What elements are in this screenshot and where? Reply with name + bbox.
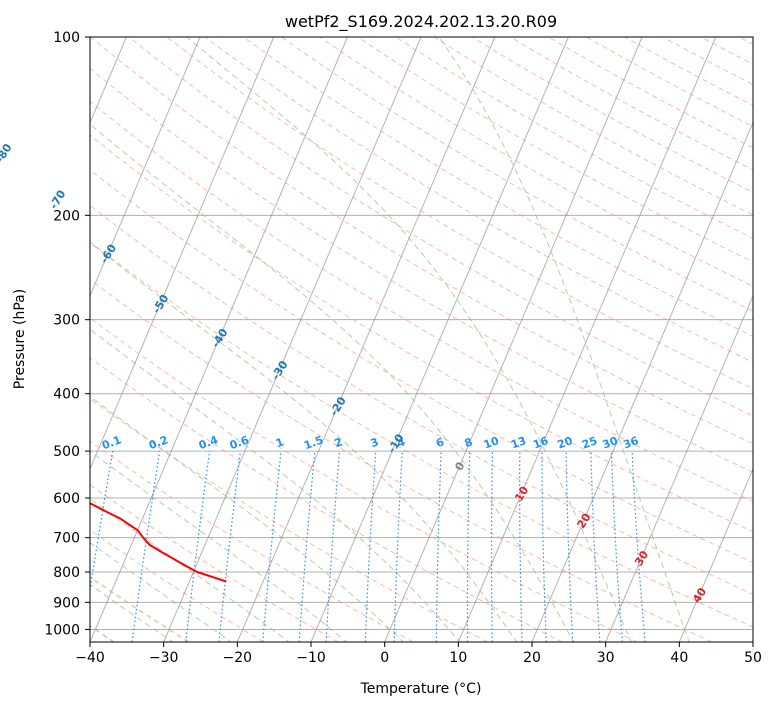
isotherm-line xyxy=(678,467,753,642)
moist-adiabat xyxy=(438,37,690,642)
plot-series xyxy=(90,502,227,583)
mixing-ratio-label: 20 xyxy=(556,434,575,452)
mixing-ratio-line xyxy=(218,451,241,642)
moist-adiabat xyxy=(90,541,233,642)
y-tick-label: 1000 xyxy=(44,622,80,638)
dry-adiabat xyxy=(128,37,753,417)
mixing-ratio-label: 13 xyxy=(509,434,528,451)
isotherm-line xyxy=(605,294,753,642)
y-tick-label: 600 xyxy=(53,491,80,507)
mixing-ratio-line xyxy=(131,451,161,642)
dry-adiabat xyxy=(204,37,753,363)
dry-adiabat xyxy=(166,37,753,390)
dry-adiabat xyxy=(433,37,753,216)
dry-adiabat xyxy=(90,169,753,564)
moist-adiabat xyxy=(90,241,518,642)
moist-adiabat xyxy=(90,583,174,642)
dry-adiabat xyxy=(90,440,414,642)
y-tick-label: 100 xyxy=(53,30,80,46)
dry-adiabat xyxy=(90,67,753,473)
dry-adiabat xyxy=(548,37,753,149)
dry-adiabat xyxy=(90,484,339,642)
dry-adiabat xyxy=(90,241,753,628)
isotherm-line xyxy=(90,37,348,642)
y-tick-label: 500 xyxy=(53,444,80,460)
plot-frame xyxy=(89,36,754,643)
plot-grid xyxy=(90,37,753,642)
axes: −40 −30 −20 −10 0 10 20 30 40 5010020030040050060… xyxy=(44,30,762,666)
x-tick-label: 40 xyxy=(670,650,688,666)
mixing-ratio-label: 1.5 xyxy=(302,433,325,452)
x-tick-label: 0 xyxy=(380,650,389,666)
mixing-ratio-line xyxy=(262,451,282,642)
x-tick-label: 50 xyxy=(744,650,762,666)
mixing-ratio-line xyxy=(185,451,211,642)
isotherm-line xyxy=(163,37,422,642)
y-tick-label: 800 xyxy=(53,565,80,581)
y-axis-label: Pressure (hPa) xyxy=(12,289,28,389)
mixing-ratio-label: 3 xyxy=(369,435,381,450)
isotherm-line xyxy=(457,37,717,642)
dry-adiabat xyxy=(395,37,753,239)
x-tick-label: −40 xyxy=(75,650,105,666)
dry-adiabat xyxy=(90,134,753,533)
x-tick-label: 20 xyxy=(523,650,541,666)
y-tick-label: 300 xyxy=(53,313,80,329)
isotherm-line xyxy=(236,37,496,642)
mixing-ratio-line xyxy=(298,451,316,642)
mixing-ratio-line xyxy=(631,451,646,642)
mixing-ratio-label: 30 xyxy=(601,434,620,452)
moist-adiabat xyxy=(90,498,290,642)
mixing-ratio-label: 36 xyxy=(622,434,641,452)
y-tick-label: 400 xyxy=(53,387,80,403)
moist-adiabat xyxy=(90,450,348,642)
isotherm-line xyxy=(531,121,753,642)
mixing-ratio-line xyxy=(90,450,114,594)
y-tick-label: 200 xyxy=(53,208,80,224)
dry-adiabat xyxy=(243,37,753,337)
isotherm-line xyxy=(90,37,201,298)
mixing-ratio-label: 25 xyxy=(580,434,599,451)
dry-adiabat xyxy=(281,37,753,312)
mixing-ratio-label: 0.6 xyxy=(228,433,251,452)
dry-adiabat xyxy=(90,37,753,445)
mixing-ratio-label: 10 xyxy=(482,434,501,452)
mixing-ratio-label: 16 xyxy=(531,434,550,452)
mixing-ratio-label: 4 xyxy=(395,435,407,450)
mixing-ratio-label: 1 xyxy=(274,435,286,450)
dry-adiabat xyxy=(90,100,753,503)
x-tick-label: 30 xyxy=(597,650,615,666)
isotherm-line xyxy=(384,37,643,642)
mixing-ratio-label: 0.2 xyxy=(147,433,170,452)
mixing-ratio-label: 0.1 xyxy=(100,433,123,452)
chart-title: wetPf2_S169.2024.202.13.20.R09 xyxy=(285,12,557,32)
moist-adiabat xyxy=(90,395,404,642)
y-tick-label: 700 xyxy=(53,531,80,547)
moist-adiabat xyxy=(90,328,461,642)
x-tick-label: −20 xyxy=(223,650,253,666)
mixing-ratio-label: 2 xyxy=(333,435,345,450)
mixing-ratio-label: 8 xyxy=(463,435,475,450)
x-axis-label: Temperature (°C) xyxy=(360,681,482,697)
mixing-ratio-label: 6 xyxy=(434,435,446,450)
temperature-trace xyxy=(90,502,227,583)
x-tick-label: −30 xyxy=(149,650,179,666)
x-tick-label: −10 xyxy=(296,650,326,666)
moist-adiabat xyxy=(185,37,632,642)
isotherm-line xyxy=(90,37,275,471)
y-tick-label: 900 xyxy=(53,595,80,611)
dry-adiabat xyxy=(510,37,753,171)
x-tick-label: 10 xyxy=(449,650,467,666)
dry-adiabat xyxy=(90,278,712,642)
mixing-ratio-label: 0.4 xyxy=(197,433,220,452)
